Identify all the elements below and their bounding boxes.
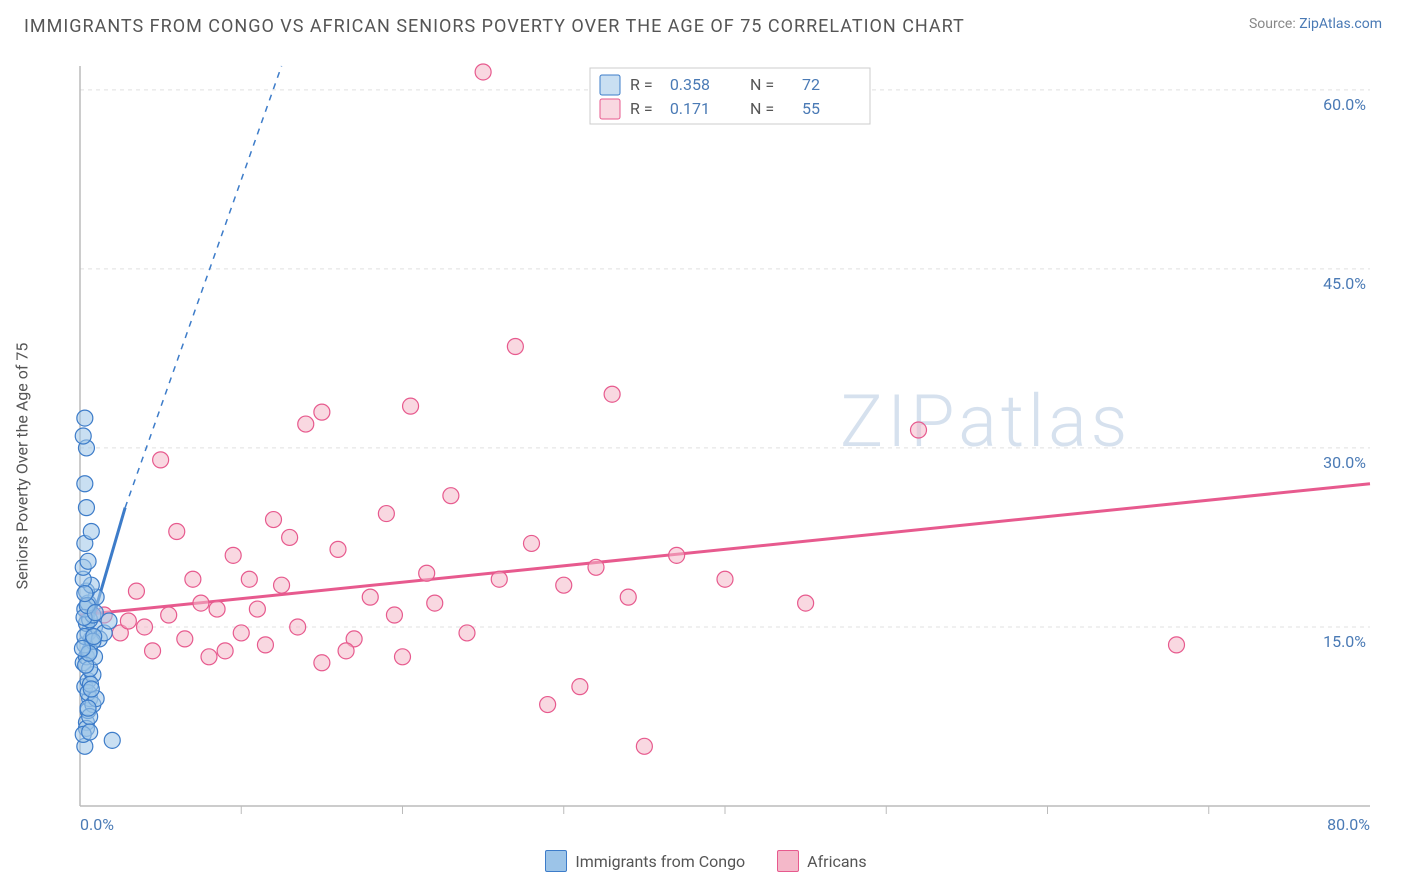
source: Source: ZipAtlas.com (1249, 16, 1382, 32)
svg-text:R =: R = (630, 99, 653, 118)
legend-item-congo: Immigrants from Congo (545, 850, 745, 872)
svg-text:72: 72 (802, 75, 820, 94)
svg-text:0.171: 0.171 (670, 99, 710, 118)
chart-area: Seniors Poverty Over the Age of 75 ZIPat… (30, 56, 1382, 876)
legend-label: Immigrants from Congo (575, 852, 745, 871)
correlation-legend: R = 0.358 N = 72 R = 0.171 N = 55 (590, 68, 870, 124)
x-axis-legend: Immigrants from Congo Africans (30, 850, 1382, 876)
source-link[interactable]: ZipAtlas.com (1299, 16, 1382, 32)
legend-item-africans: Africans (777, 850, 866, 872)
chart-title: IMMIGRANTS FROM CONGO VS AFRICAN SENIORS… (24, 16, 965, 37)
legend-swatch-icon (777, 850, 799, 872)
svg-text:55: 55 (802, 99, 820, 118)
legend-label: Africans (807, 852, 866, 871)
y-axis-label: Seniors Poverty Over the Age of 75 (13, 343, 32, 590)
svg-text:0.0%: 0.0% (80, 815, 114, 834)
svg-text:30.0%: 30.0% (1323, 453, 1366, 472)
svg-text:45.0%: 45.0% (1323, 274, 1366, 293)
scatter-plot: ZIPatlas 15.0%30.0%45.0%60.0% 0.0%80.0% … (60, 56, 1380, 836)
watermark: ZIPatlas (840, 379, 1131, 464)
source-label: Source: (1249, 16, 1296, 32)
svg-text:N =: N = (750, 75, 774, 94)
svg-text:R =: R = (630, 75, 653, 94)
svg-text:0.358: 0.358 (670, 75, 710, 94)
svg-text:N =: N = (750, 99, 774, 118)
svg-text:60.0%: 60.0% (1323, 95, 1366, 114)
svg-text:80.0%: 80.0% (1327, 815, 1370, 834)
svg-text:15.0%: 15.0% (1323, 632, 1366, 651)
legend-swatch-icon (545, 850, 567, 872)
